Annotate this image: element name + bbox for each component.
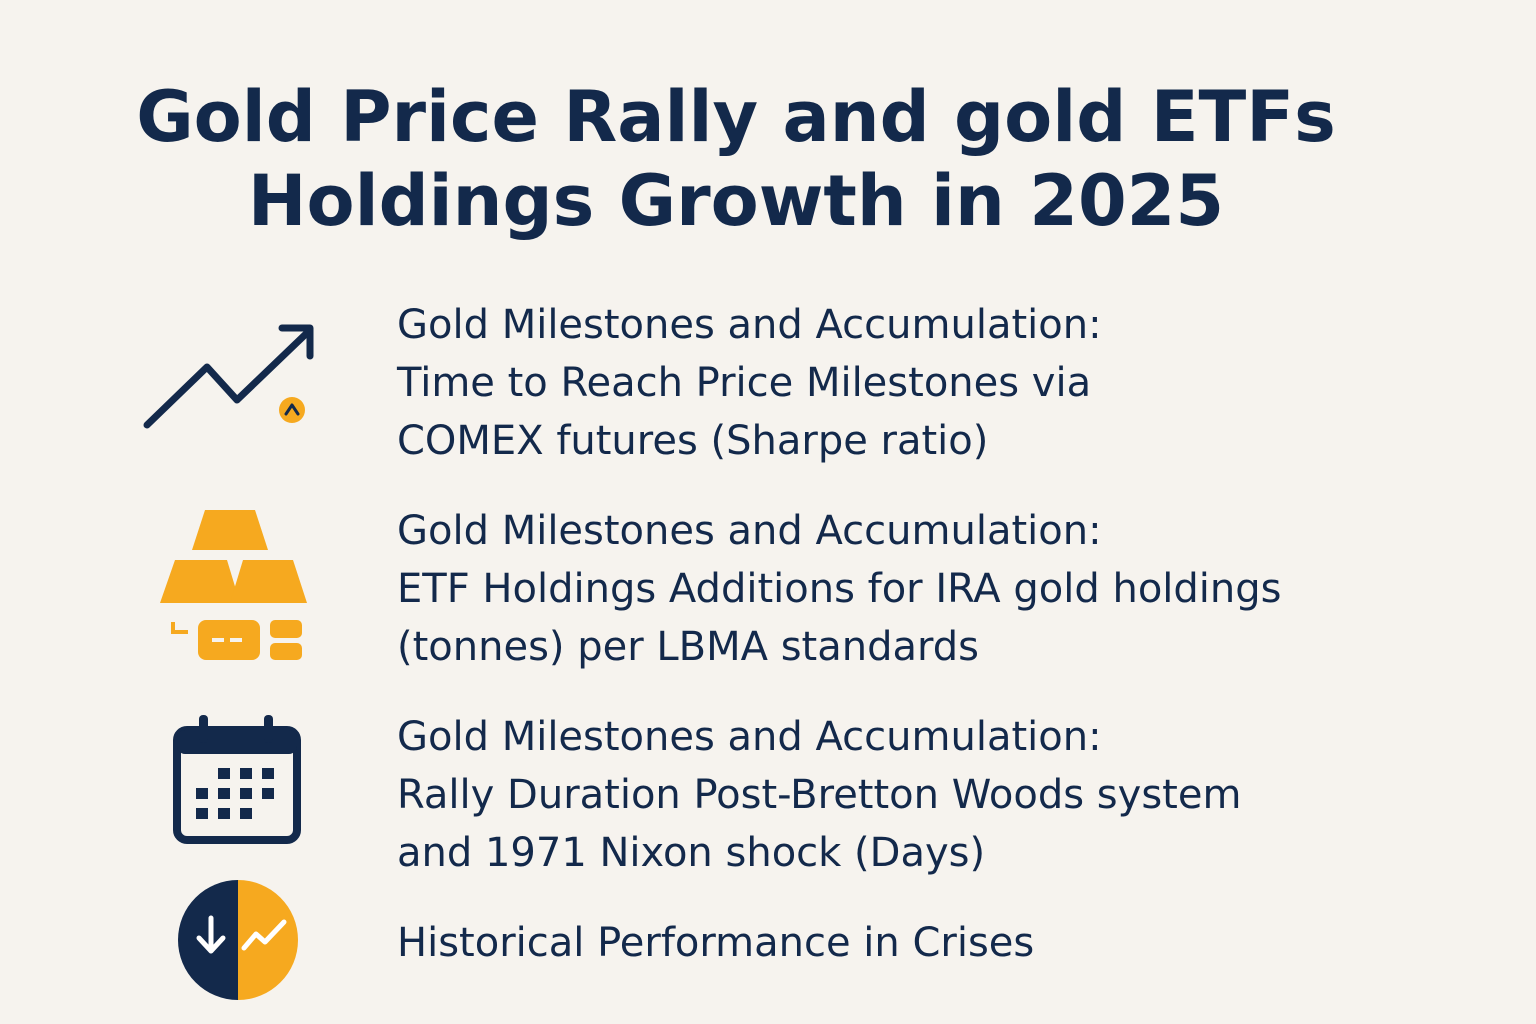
item-line: Gold Milestones and Accumulation: <box>397 302 1102 348</box>
gold-bars-icon <box>160 510 307 660</box>
item-line: Time to Reach Price Milestones via <box>396 360 1091 406</box>
item-line: ETF Holdings Additions for IRA gold hold… <box>397 566 1282 612</box>
item-line: Historical Performance in Crises <box>397 920 1034 966</box>
title-line: Gold Price Rally and gold ETFs <box>136 76 1336 158</box>
crisis-icon <box>178 880 298 1000</box>
item-line: Gold Milestones and Accumulation: <box>397 508 1102 554</box>
calendar-icon <box>173 715 301 844</box>
item-line: Gold Milestones and Accumulation: <box>397 714 1102 760</box>
item-line: and 1971 Nixon shock (Days) <box>397 830 985 876</box>
item-line: COMEX futures (Sharpe ratio) <box>397 418 988 464</box>
item-line: Rally Duration Post-Bretton Woods system <box>397 772 1241 818</box>
title-line: Holdings Growth in 2025 <box>248 160 1224 242</box>
trend-icon <box>143 324 314 429</box>
item-line: (tonnes) per LBMA standards <box>397 624 979 670</box>
